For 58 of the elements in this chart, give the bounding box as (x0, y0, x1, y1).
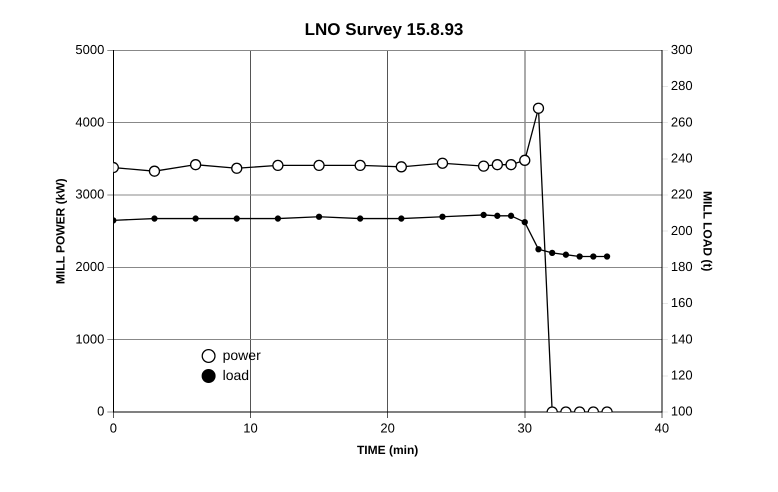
y2-tick-label: 200 (670, 222, 693, 238)
point (505, 159, 517, 170)
point (508, 212, 514, 219)
point (148, 166, 160, 177)
point (604, 253, 610, 260)
point (234, 215, 240, 222)
y2-tick-label: 220 (670, 186, 693, 202)
point (532, 102, 544, 114)
chart-title: LNO Survey 15.8.93 (304, 20, 464, 39)
x-tick-label: 30 (518, 420, 532, 436)
y-axis-title: MILL POWER (kW) (54, 178, 68, 284)
y-tick-label: 0 (97, 404, 104, 419)
point (231, 162, 242, 174)
y2-tick-label: 160 (670, 295, 693, 310)
point (396, 161, 407, 172)
y2-tick-label: 280 (670, 78, 693, 94)
point (192, 215, 199, 222)
x-axis-title: TIME (min) (356, 443, 418, 458)
y2-tick-label: 120 (670, 367, 693, 382)
point (398, 215, 404, 222)
point (535, 246, 542, 252)
y-tick-label: 5000 (75, 42, 104, 57)
y2-tick-label: 260 (670, 114, 693, 130)
point (590, 253, 596, 260)
y2-tick-label: 140 (670, 331, 693, 346)
point (274, 215, 282, 222)
point (354, 160, 366, 172)
y-tick-label: 4000 (75, 114, 104, 130)
point (519, 154, 530, 166)
point (494, 212, 500, 219)
y-tick-label: 1000 (75, 331, 104, 346)
point (480, 212, 487, 218)
point (549, 250, 556, 256)
point (316, 214, 322, 220)
y2-tick-label: 100 (670, 404, 693, 419)
point (478, 160, 490, 172)
point (313, 160, 325, 172)
point (436, 158, 448, 169)
point (492, 159, 503, 170)
point (272, 160, 284, 172)
point (357, 215, 364, 222)
y2-tick-label: 300 (670, 42, 693, 57)
point (151, 215, 158, 222)
x-tick-label: 40 (654, 420, 670, 436)
x-tick-label: 10 (243, 420, 258, 436)
legend-label: load (222, 366, 250, 383)
point (439, 214, 446, 220)
y-tick-label: 2000 (75, 258, 104, 274)
y2-tick-label: 180 (670, 258, 693, 274)
point (576, 253, 583, 260)
y-tick-label: 3000 (75, 186, 104, 202)
y2-axis-title: MILL LOAD (t) (700, 190, 714, 272)
y2-tick-label: 240 (670, 150, 693, 166)
point (190, 159, 202, 170)
x-tick-label: 20 (380, 420, 395, 436)
x-tick-label: 0 (110, 420, 117, 436)
point (562, 252, 570, 258)
point (522, 219, 528, 226)
